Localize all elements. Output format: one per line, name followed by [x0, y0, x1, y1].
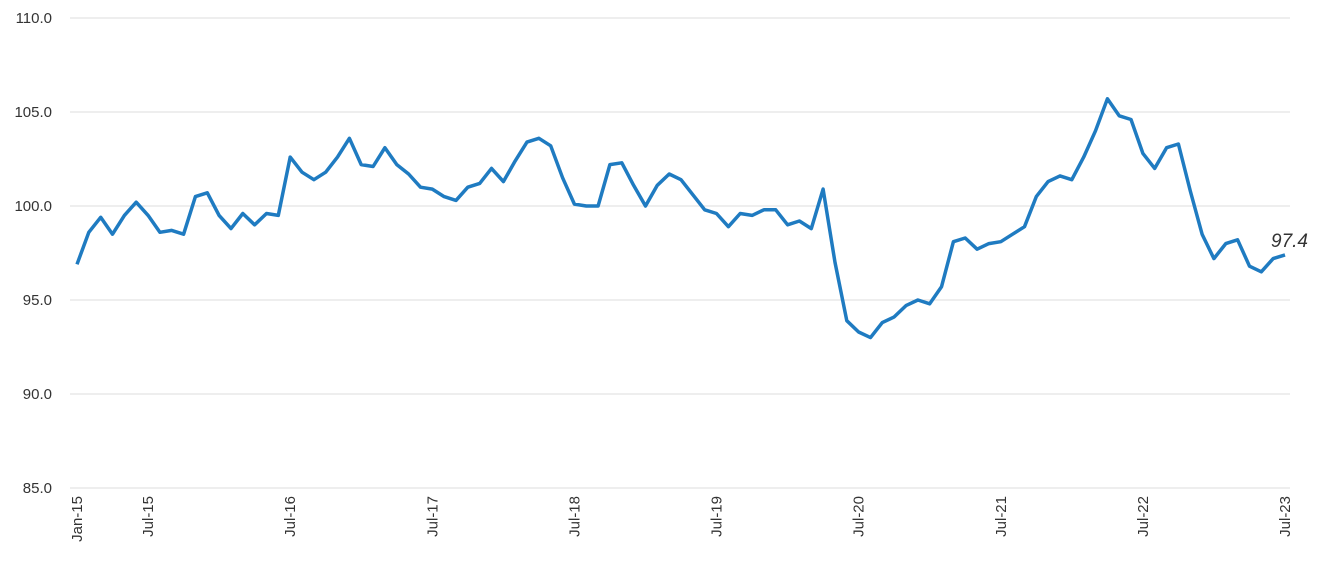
y-tick-label: 100.0: [14, 198, 52, 215]
x-tick-label: Jul-17: [424, 496, 441, 537]
x-tick-label: Jan-15: [69, 496, 86, 542]
y-tick-label: 90.0: [23, 386, 52, 403]
y-tick-label: 105.0: [14, 104, 52, 121]
x-tick-label: Jul-18: [566, 496, 583, 537]
y-tick-label: 95.0: [23, 292, 52, 309]
y-tick-label: 110.0: [16, 10, 52, 27]
x-tick-label: Jul-21: [993, 496, 1010, 537]
x-tick-label: Jul-16: [282, 496, 299, 537]
x-tick-label: Jul-22: [1135, 496, 1152, 537]
x-tick-label: Jul-20: [851, 496, 868, 537]
y-tick-label: 85.0: [23, 480, 52, 497]
data-label: 97.4: [1271, 231, 1308, 252]
x-tick-label: Jul-23: [1277, 496, 1294, 537]
x-tick-label: Jul-19: [709, 496, 726, 537]
data-line: [75, 97, 1286, 340]
x-tick-label: Jul-15: [140, 496, 157, 537]
